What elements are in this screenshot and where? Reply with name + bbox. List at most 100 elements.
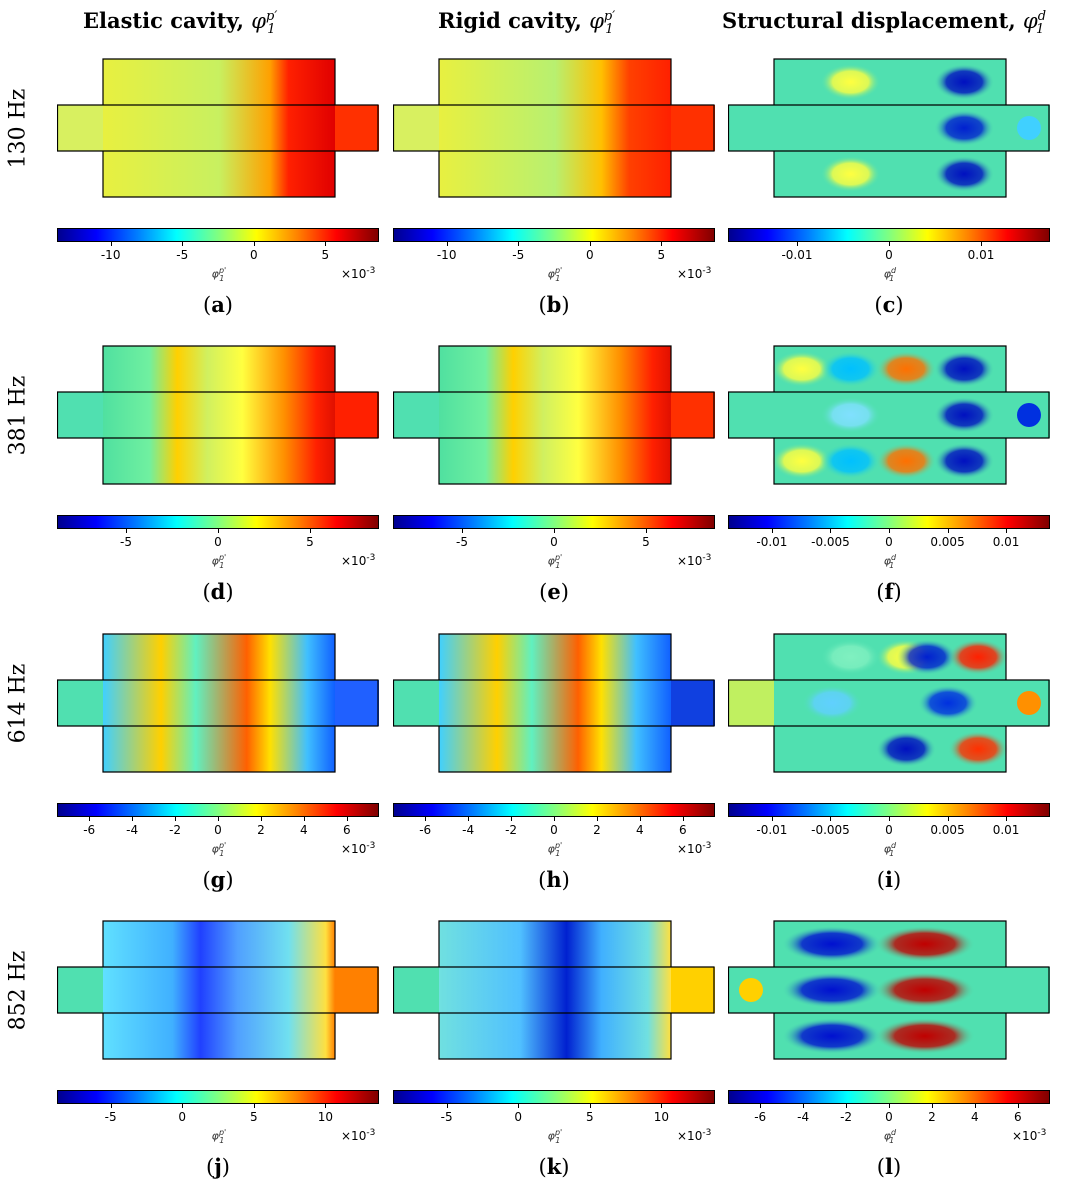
- colorbar-tick-mark: [218, 529, 219, 533]
- panel-label-close: ): [893, 580, 902, 604]
- geometry-outline: [393, 920, 715, 1060]
- colorbar-label-sub: 1: [889, 560, 895, 570]
- colorbar: [728, 803, 1050, 817]
- cavity-left-stub: [728, 680, 774, 726]
- colorbar-label: φp'1: [212, 266, 227, 283]
- displacement-lobe: [820, 351, 881, 387]
- colorbar: [728, 228, 1050, 242]
- panel-label: (j): [206, 1154, 230, 1179]
- panel-label: (h): [538, 867, 570, 892]
- colorbar-label-sup: p': [554, 553, 563, 562]
- displacement-lobe: [897, 639, 958, 675]
- column-title-sub: 1: [605, 22, 614, 38]
- colorbar-label-sup: p': [554, 1128, 563, 1137]
- colorbar-label-symbol: φ: [211, 842, 219, 856]
- field-plot: [57, 345, 379, 485]
- column-title-symbol: φ: [251, 9, 266, 33]
- panel-label-letter: g: [210, 867, 226, 892]
- colorbar-exponent-power: -3: [366, 1128, 376, 1138]
- colorbar-tick-mark: [554, 529, 555, 533]
- panel-label: (k): [539, 1154, 570, 1179]
- colorbar-tick-label: -4: [126, 823, 139, 837]
- cavity-left-stub: [57, 967, 103, 1013]
- colorbar-tick-mark: [446, 1104, 448, 1108]
- colorbar-label-sub: 1: [555, 848, 561, 858]
- displacement-lobe: [1017, 403, 1041, 427]
- panel-label-open: (: [539, 580, 548, 604]
- column-title: Elastic cavity, φp′1: [83, 8, 277, 37]
- colorbar-tick-mark: [325, 1104, 327, 1108]
- colorbar-tick-mark: [175, 817, 177, 821]
- colorbar-tick-mark: [830, 817, 832, 821]
- colorbar-tick-mark: [218, 817, 219, 821]
- colorbar-label-sub: 1: [555, 560, 561, 570]
- displacement-lobe: [802, 685, 862, 721]
- colorbar-tick-label: -0.005: [811, 535, 850, 549]
- colorbar-label-sub: 1: [219, 560, 225, 570]
- cavity-main-block: [439, 346, 671, 484]
- colorbar-exponent-base: ×10: [677, 267, 703, 281]
- colorbar-label-symbol: φ: [547, 1129, 555, 1143]
- colorbar-tick-mark: [760, 1104, 762, 1108]
- colorbar-tick-label: -10: [436, 248, 457, 262]
- colorbar-tick-label: -4: [462, 823, 475, 837]
- cavity-right-stub: [671, 392, 715, 438]
- colorbar-exponent-power: -3: [366, 841, 376, 851]
- colorbar-label-symbol: φ: [547, 267, 555, 281]
- colorbar-tick-mark: [661, 1104, 663, 1108]
- cavity-main-block: [103, 921, 335, 1059]
- colorbar-tick-mark: [1006, 817, 1008, 821]
- displacement-lobe: [876, 351, 937, 387]
- colorbar-label-symbol: φ: [883, 842, 892, 856]
- colorbar-tick-mark: [1006, 529, 1008, 533]
- colorbar-exponent-base: ×10: [677, 1129, 703, 1143]
- colorbar-tick-mark: [446, 242, 448, 246]
- panel-label-close: ): [560, 580, 569, 604]
- colorbar-tick-mark: [554, 817, 555, 821]
- displacement-lobe: [934, 156, 995, 192]
- field-plot: [57, 920, 379, 1060]
- column-title: Structural displacement, φd1: [722, 8, 1046, 37]
- colorbar: [393, 515, 715, 529]
- panel-label-open: (: [202, 868, 211, 892]
- colorbar-tick-label: -0.01: [756, 823, 788, 837]
- colorbar-label: φp'1: [547, 1128, 563, 1145]
- displacement-lobe: [948, 731, 1009, 767]
- displacement-lobe: [1017, 691, 1041, 715]
- geometry-outline: [728, 920, 1050, 1060]
- colorbar-label: φp'1: [547, 266, 563, 283]
- colorbar-tick-label: 0.01: [967, 248, 995, 262]
- colorbar: [57, 515, 379, 529]
- colorbar-label-symbol: φ: [547, 554, 555, 568]
- displacement-lobe: [874, 1018, 975, 1054]
- panel-label-letter: l: [885, 1154, 893, 1179]
- colorbar-tick-label: 2: [257, 823, 265, 837]
- colorbar-label-sup: d: [891, 841, 897, 850]
- panel-label-letter: i: [885, 867, 893, 892]
- colorbar-label-sup: d: [891, 1128, 897, 1137]
- displacement-lobe: [874, 926, 975, 962]
- field-plot: [728, 920, 1050, 1060]
- field-plot: [728, 633, 1050, 773]
- cavity-right-stub: [335, 680, 379, 726]
- colorbar-exponent-base: ×10: [341, 267, 367, 281]
- colorbar: [728, 515, 1050, 529]
- colorbar-exponent-base: ×10: [341, 1129, 367, 1143]
- panel-label-close: ): [561, 293, 570, 317]
- colorbar-tick-mark: [518, 1104, 520, 1108]
- geometry-outline: [393, 58, 715, 198]
- field-plot: [57, 633, 379, 773]
- colorbar-tick-mark: [639, 817, 641, 821]
- panel-label-letter: e: [547, 579, 561, 604]
- colorbar-tick-mark: [931, 1104, 933, 1108]
- colorbar-exponent-power: -3: [1037, 1128, 1047, 1138]
- panel-label-open: (: [874, 293, 883, 317]
- colorbar-label: φp'1: [212, 1128, 227, 1145]
- colorbar-tick-label: 5: [657, 248, 666, 262]
- colorbar-tick-label: 6: [1013, 1110, 1022, 1124]
- column-title-sup: p′: [603, 9, 616, 24]
- colorbar: [393, 228, 715, 242]
- colorbar-exponent: ×10-3: [677, 553, 711, 568]
- colorbar-tick-label: -0.005: [811, 823, 850, 837]
- colorbar-label: φd1: [883, 841, 897, 858]
